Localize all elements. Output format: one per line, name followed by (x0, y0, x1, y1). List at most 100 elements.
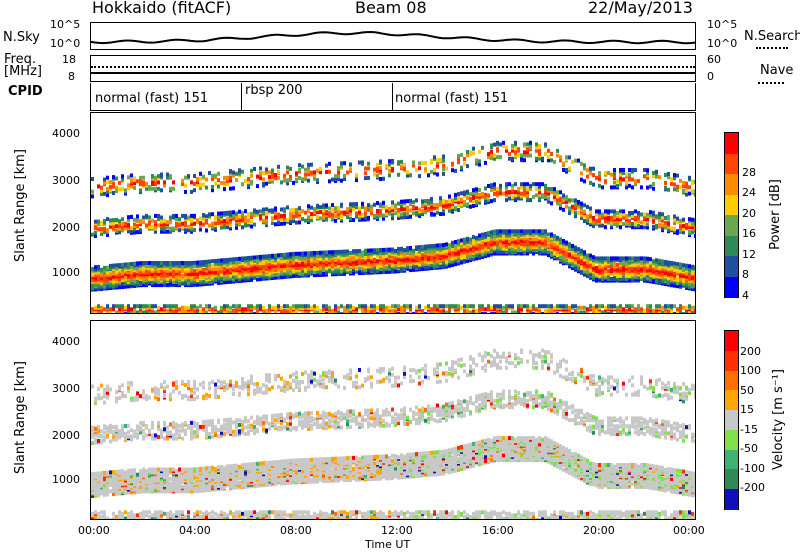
heatmap-cell (319, 216, 322, 221)
heatmap-cell (532, 251, 535, 256)
heatmap-cell (571, 209, 574, 214)
heatmap-cell (154, 229, 157, 234)
heatmap-cell (607, 256, 610, 261)
heatmap-cell (286, 165, 289, 170)
heatmap-cell (232, 216, 235, 221)
heatmap-cell (382, 200, 385, 205)
heatmap-cell (391, 166, 394, 171)
heatmap-cell (178, 223, 181, 228)
heatmap-cell (640, 185, 643, 190)
heatmap-cell (262, 182, 265, 186)
heatmap-cell (388, 305, 391, 310)
heatmap-cell (484, 241, 487, 246)
heatmap-cell (415, 206, 418, 211)
heatmap-cell (676, 216, 679, 221)
heatmap-cell (574, 211, 577, 216)
nave-trace (91, 66, 695, 68)
heatmap-cell (598, 174, 601, 179)
heatmap-cell (175, 221, 178, 226)
heatmap-cell (442, 208, 445, 213)
heatmap-cell (223, 258, 226, 263)
heatmap-cell (112, 221, 115, 226)
heatmap-cell (202, 307, 205, 312)
heatmap-cell (112, 175, 115, 180)
heatmap-cell (100, 231, 103, 236)
heatmap-cell (310, 270, 313, 275)
heatmap-cell (346, 170, 349, 175)
heatmap-cell (400, 212, 403, 217)
heatmap-cell (124, 221, 127, 226)
heatmap-cell (190, 261, 193, 265)
heatmap-cell (208, 265, 211, 270)
heatmap-cell (538, 245, 541, 250)
heatmap-cell (595, 212, 598, 217)
heatmap-cell (343, 161, 346, 166)
heatmap-cell (604, 225, 607, 230)
heatmap-cell (265, 308, 268, 313)
heatmap-cell (472, 304, 475, 309)
heatmap-cell (637, 265, 640, 270)
heatmap-cell (376, 169, 379, 174)
heatmap-cell (343, 249, 346, 254)
heatmap-cell (295, 304, 298, 309)
heatmap-cell (418, 174, 421, 179)
freq-label: Freq. (4, 52, 36, 67)
heatmap-cell (115, 217, 118, 222)
heatmap-cell (499, 310, 502, 313)
heatmap-cell (535, 142, 538, 147)
heatmap-cell (97, 219, 100, 224)
heatmap-cell (517, 193, 520, 198)
heatmap-cell (163, 226, 166, 231)
heatmap-cell (520, 304, 523, 309)
heatmap-cell (199, 186, 202, 191)
heatmap-cell (514, 193, 517, 198)
heatmap-cell (127, 215, 130, 220)
heatmap-cell (529, 183, 532, 188)
heatmap-cell (280, 308, 283, 313)
heatmap-cell (283, 207, 286, 212)
heatmap-cell (388, 162, 391, 167)
heatmap-cell (577, 247, 580, 252)
heatmap-cell (94, 224, 97, 229)
heatmap-cell (289, 260, 292, 265)
heatmap-cell (667, 260, 670, 265)
heatmap-cell (259, 171, 262, 176)
heatmap-cell (430, 263, 433, 268)
heatmap-cell (547, 199, 550, 204)
heatmap-cell (481, 304, 484, 309)
heatmap-cell (223, 266, 226, 271)
heatmap-cell (613, 174, 616, 179)
heatmap-cell (556, 148, 559, 153)
heatmap-cell (583, 250, 586, 255)
heatmap-cell (607, 312, 610, 313)
heatmap-cell (460, 241, 463, 246)
heatmap-cell (439, 212, 442, 216)
heatmap-cell (190, 265, 193, 270)
heatmap-cell (205, 185, 208, 190)
heatmap-cell (646, 222, 649, 227)
heatmap-cell (133, 308, 136, 313)
heatmap-cell (364, 211, 367, 216)
heatmap-cell (526, 304, 529, 309)
heatmap-cell (385, 257, 388, 262)
heatmap-cell (226, 175, 229, 180)
heatmap-cell (679, 228, 682, 233)
heatmap-cell (322, 250, 325, 255)
heatmap-cell (379, 177, 382, 181)
heatmap-cell (547, 304, 550, 309)
heatmap-cell (559, 206, 562, 211)
heatmap-cell (553, 234, 556, 239)
heatmap-cell (277, 164, 280, 169)
heatmap-cell (466, 304, 469, 309)
heatmap-cell (232, 186, 235, 191)
heatmap-cell (193, 228, 196, 232)
heatmap-cell (637, 215, 640, 220)
heatmap-cell (148, 225, 151, 229)
heatmap-cell (571, 312, 574, 313)
heatmap-cell (649, 310, 652, 313)
heatmap-cell (160, 307, 163, 312)
heatmap-cell (253, 312, 256, 313)
heatmap-cell (184, 183, 187, 188)
heatmap-cell (319, 308, 322, 313)
heatmap-cell (538, 190, 541, 195)
